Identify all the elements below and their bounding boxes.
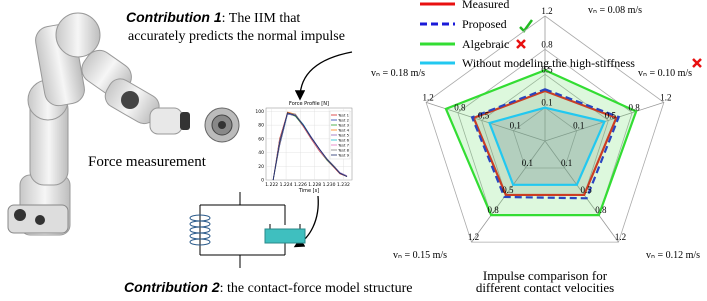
r-tick-label: 1.2: [422, 92, 433, 102]
r-tick-label: 0.1: [510, 121, 521, 131]
x-tick-label: 1.230: [323, 182, 336, 188]
arrow: [300, 52, 352, 98]
force-measurement-label: Force measurement: [88, 154, 207, 170]
robot-illustration: [8, 13, 239, 235]
legend-label: Test 9: [337, 152, 350, 157]
r-tick-label: 0.1: [541, 98, 552, 108]
legend-label: Algebraic: [462, 37, 509, 51]
contribution-text: : The IIM that: [222, 11, 301, 26]
r-tick-label: 1.2: [541, 6, 552, 16]
figure: Contribution 1: The IIM that accurately …: [0, 0, 707, 301]
r-tick-label: 0.8: [487, 205, 499, 215]
r-tick-label: 0.8: [629, 103, 641, 113]
legend-label: Measured: [462, 0, 509, 11]
r-tick-label: 0.8: [595, 205, 607, 215]
axis-label: vₙ = 0.10 m/s: [638, 68, 692, 79]
contribution-label: Contribution 1: [126, 9, 222, 25]
y-tick-label: 20: [258, 164, 264, 170]
r-tick-label: 0.1: [522, 158, 533, 168]
r-tick-label: 1.2: [468, 232, 479, 242]
spring-damper-diagram: [190, 192, 305, 268]
axis-label: vₙ = 0.18 m/s: [371, 68, 425, 79]
r-tick-label: 0.5: [478, 110, 490, 120]
r-tick-label: 1.2: [660, 92, 671, 102]
contribution-1-line-1: Contribution 1: The IIM that: [126, 9, 300, 26]
axis-label: vₙ = 0.12 m/s: [646, 250, 700, 261]
axis-label: vₙ = 0.08 m/s: [588, 5, 642, 16]
r-tick-label: 0.5: [605, 110, 617, 120]
axis-label: vₙ = 0.15 m/s: [393, 250, 447, 261]
chart-caption: different contact velocities: [476, 280, 614, 295]
r-tick-label: 0.8: [454, 103, 466, 113]
x-tick-label: 1.224: [280, 182, 293, 188]
contribution-1-line-2: accurately predicts the normal impulse: [128, 29, 345, 44]
cross-icon: [517, 40, 525, 48]
legend-label: Without modeling the high-stiffness: [462, 56, 635, 70]
x-axis-label: Time [s]: [298, 188, 319, 194]
y-tick-label: 100: [255, 109, 264, 115]
y-tick-label: 60: [258, 136, 264, 142]
cross-icon: [693, 59, 701, 67]
chart-title: Force Profile [N]: [289, 101, 329, 107]
y-tick-label: 80: [258, 123, 264, 129]
contribution-label: Contribution 2: [124, 279, 220, 295]
r-tick-label: 1.2: [615, 232, 626, 242]
legend-label: Proposed: [462, 17, 507, 31]
r-tick-label: 0.8: [541, 39, 553, 49]
r-tick-label: 0.5: [502, 185, 514, 195]
y-tick-label: 40: [258, 150, 264, 156]
contribution-text: : the contact-force model structure: [220, 281, 413, 296]
contribution-2: Contribution 2: the contact-force model …: [124, 279, 412, 296]
r-tick-label: 0.5: [581, 185, 593, 195]
r-tick-label: 0.1: [561, 158, 572, 168]
y-tick-label: 0: [261, 178, 264, 184]
x-tick-label: 1.222: [265, 182, 278, 188]
r-tick-label: 0.1: [573, 121, 584, 131]
x-tick-label: 1.232: [337, 182, 350, 188]
